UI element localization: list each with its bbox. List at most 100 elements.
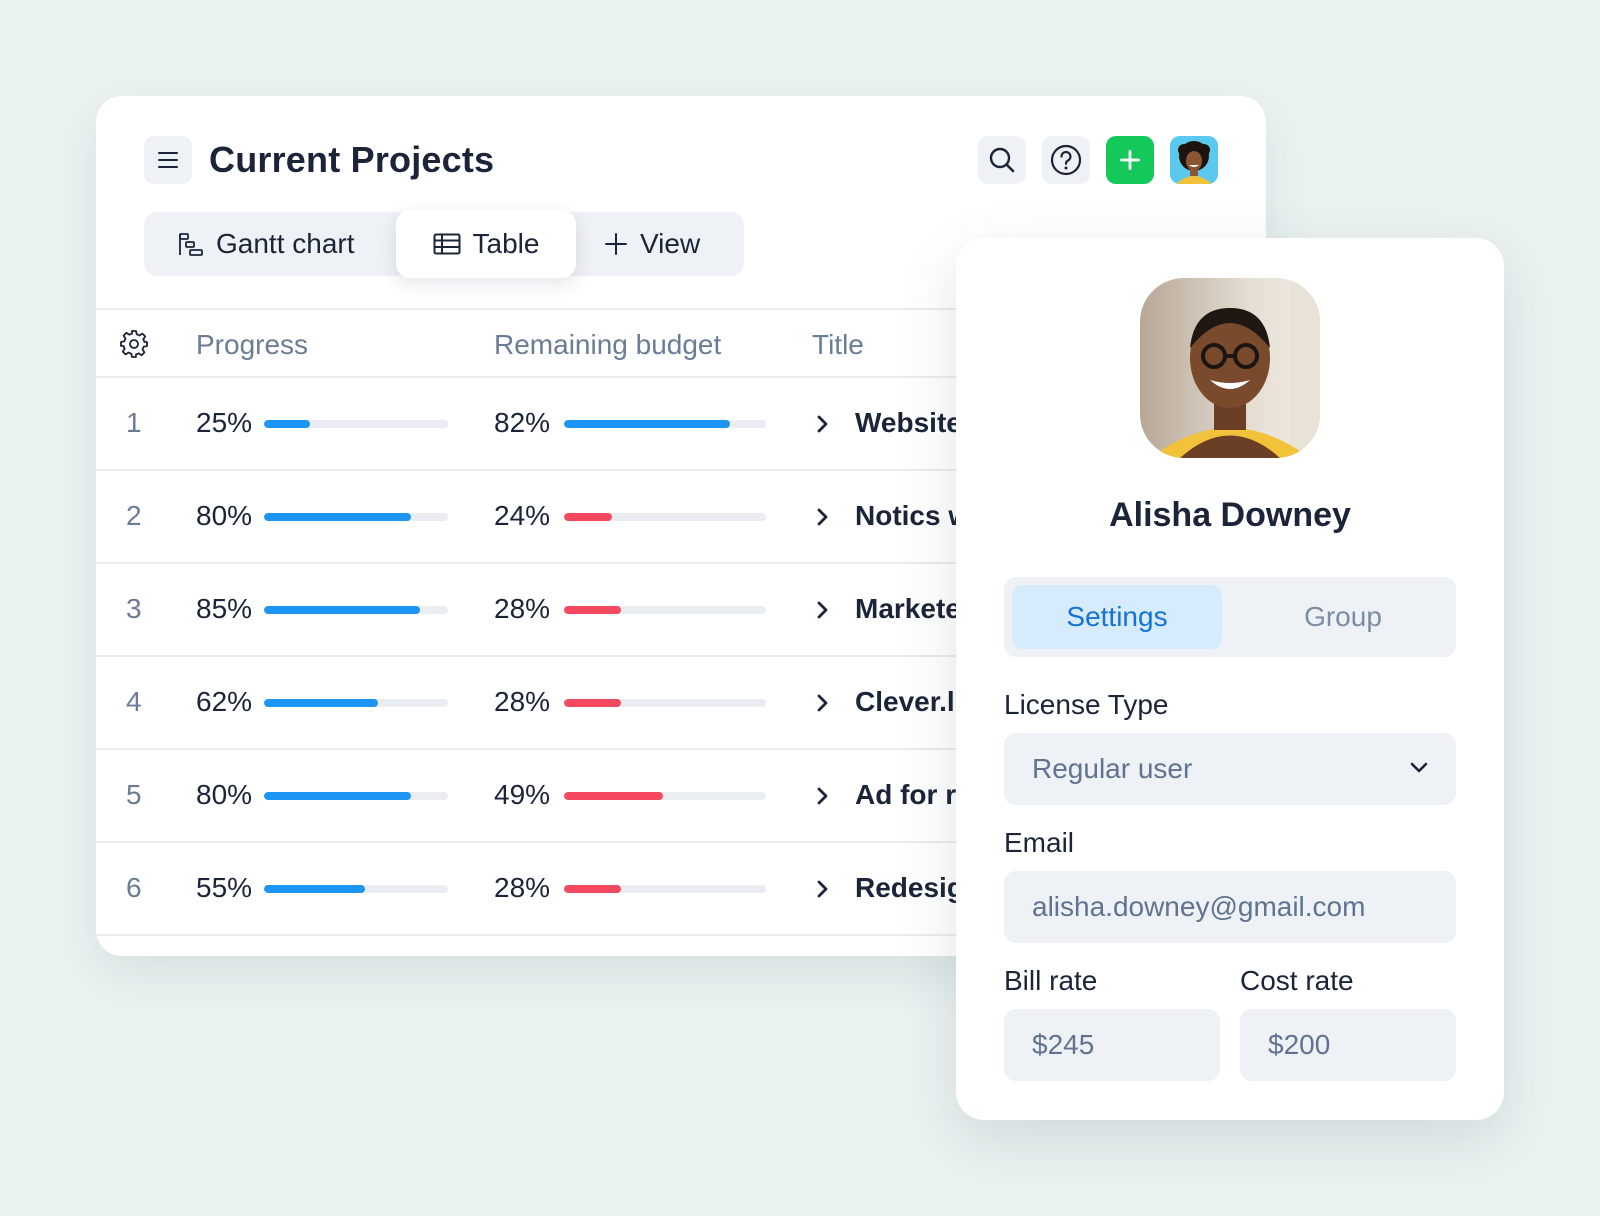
progress-value: 25% (196, 407, 253, 438)
profile-name: Alisha Downey (1109, 496, 1351, 534)
chevron-right-icon[interactable] (816, 600, 830, 620)
gantt-icon (179, 233, 203, 256)
progress-bar-fill (264, 792, 412, 800)
plus-icon (1120, 150, 1140, 170)
tab-settings[interactable]: Settings (1012, 585, 1222, 649)
page-title: Current Projects (209, 139, 495, 180)
chevron-right-icon[interactable] (816, 786, 830, 806)
email-field[interactable]: alisha.downey@gmail.com (1004, 871, 1456, 943)
row-number: 4 (126, 686, 142, 717)
profile-panel: Alisha Downey Settings Group License Typ… (956, 238, 1504, 1120)
row-title[interactable]: Redesig (855, 872, 964, 903)
budget-bar-fill (564, 420, 730, 428)
cost-rate-label: Cost rate (1240, 965, 1354, 996)
budget-value: 28% (494, 872, 551, 903)
bill-rate-field[interactable]: $245 (1004, 1009, 1220, 1081)
budget-bar-fill (564, 513, 613, 521)
row-title[interactable]: Markete (855, 593, 961, 624)
tab-gantt-chart[interactable]: Gantt chart (178, 212, 355, 276)
budget-bar-fill (564, 606, 621, 614)
chevron-right-icon[interactable] (816, 879, 830, 899)
progress-bar (264, 420, 448, 428)
tab-group[interactable]: Group (1304, 601, 1382, 632)
progress-bar (264, 885, 448, 893)
budget-bar (564, 792, 766, 800)
row-number: 5 (126, 779, 142, 810)
tab-table-label: Table (472, 228, 540, 259)
row-title[interactable]: Website (855, 407, 962, 438)
row-number: 6 (126, 872, 142, 903)
cost-rate-field[interactable]: $200 (1240, 1009, 1456, 1081)
table-header: Progress Remaining budget Title (96, 308, 1266, 378)
table-row[interactable]: 5 80% 49% Ad for r (96, 750, 1266, 843)
budget-bar (564, 513, 766, 521)
gear-icon[interactable] (119, 329, 149, 359)
budget-bar (564, 420, 766, 428)
table-row[interactable]: 1 25% 82% Website (96, 378, 1266, 471)
tab-table[interactable]: Table (396, 210, 576, 278)
plus-icon (605, 233, 627, 255)
column-header-progress[interactable]: Progress (196, 329, 309, 360)
profile-photo-image (1140, 278, 1320, 458)
budget-value: 24% (494, 500, 551, 531)
profile-tabs: Settings Group (1004, 577, 1456, 657)
chevron-right-icon[interactable] (816, 507, 830, 527)
avatar-image (1170, 136, 1218, 184)
progress-bar (264, 699, 448, 707)
add-view-button[interactable]: View (604, 212, 700, 276)
profile-photo (1140, 278, 1320, 458)
email-label: Email (1004, 827, 1075, 858)
budget-bar (564, 699, 766, 707)
chevron-down-icon (1410, 762, 1428, 773)
bill-rate-label: Bill rate (1004, 965, 1098, 996)
progress-value: 55% (196, 872, 253, 903)
progress-bar-fill (264, 606, 421, 614)
help-icon (1050, 144, 1082, 176)
tab-gantt-chart-label: Gantt chart (216, 228, 355, 259)
progress-bar (264, 606, 448, 614)
table-row[interactable]: 3 85% 28% Markete (96, 564, 1266, 657)
budget-value: 28% (494, 686, 551, 717)
budget-value: 49% (494, 779, 551, 810)
column-header-remaining-budget[interactable]: Remaining budget (494, 329, 722, 360)
license-type-label: License Type (1004, 689, 1169, 720)
table-icon (433, 233, 461, 255)
budget-bar-fill (564, 792, 663, 800)
add-button[interactable] (1106, 136, 1154, 184)
progress-value: 80% (196, 500, 253, 531)
header-actions (978, 136, 1218, 184)
progress-value: 85% (196, 593, 253, 624)
table-row[interactable]: 4 62% 28% Clever.l (96, 657, 1266, 750)
budget-bar-fill (564, 699, 621, 707)
progress-bar (264, 792, 448, 800)
chevron-right-icon[interactable] (816, 693, 830, 713)
row-number: 3 (126, 593, 142, 624)
menu-button[interactable] (144, 136, 192, 184)
progress-bar-fill (264, 420, 310, 428)
budget-value: 28% (494, 593, 551, 624)
license-type-select[interactable]: Regular user (1004, 733, 1456, 805)
row-number: 2 (126, 500, 142, 531)
progress-value: 62% (196, 686, 253, 717)
budget-bar (564, 606, 766, 614)
row-title[interactable]: Ad for r (855, 779, 957, 810)
search-button[interactable] (978, 136, 1026, 184)
table-row[interactable]: 2 80% 24% Notics w (96, 471, 1266, 564)
budget-bar-fill (564, 885, 621, 893)
hamburger-icon (158, 152, 178, 168)
chevron-right-icon[interactable] (816, 414, 830, 434)
progress-bar-fill (264, 885, 366, 893)
view-switcher: Gantt chart Table View (144, 210, 744, 278)
license-type-value: Regular user (1032, 753, 1193, 784)
column-header-title[interactable]: Title (812, 329, 864, 360)
budget-value: 82% (494, 407, 551, 438)
row-number: 1 (126, 407, 142, 438)
user-avatar[interactable] (1170, 136, 1218, 184)
table-row[interactable]: 6 55% 28% Redesig (96, 843, 1266, 936)
help-button[interactable] (1042, 136, 1090, 184)
row-title[interactable]: Clever.l (855, 686, 955, 717)
row-title[interactable]: Notics w (855, 500, 971, 531)
progress-bar-fill (264, 513, 412, 521)
add-view-label: View (640, 228, 701, 259)
progress-bar (264, 513, 448, 521)
